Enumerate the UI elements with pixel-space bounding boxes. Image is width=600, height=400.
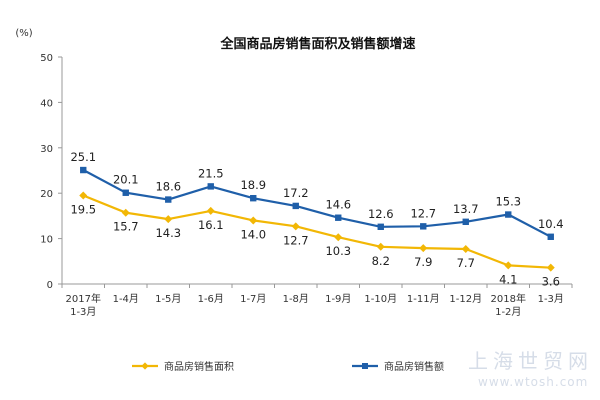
data-label: 10.3 [325,244,351,258]
x-tick-label: 1-8月 [283,293,309,305]
y-tick-label: 40 [40,98,53,109]
x-tick-label: 1-9月 [325,293,351,305]
data-point [461,245,470,254]
x-tick-label: 1-10月 [364,293,397,305]
data-label: 14.6 [325,198,351,212]
data-point [291,222,300,231]
data-label: 20.1 [113,173,139,187]
data-label: 12.7 [283,233,309,247]
data-label: 25.1 [70,150,96,164]
data-point [79,191,88,200]
data-point [462,218,469,226]
data-label: 18.6 [155,180,181,194]
data-label: 15.3 [495,195,521,209]
chart-title: 全国商品房销售面积及销售额增速 [219,36,415,52]
legend: 商品房销售面积 商品房销售额 [132,360,444,373]
data-point [121,208,130,217]
x-tick-label: 2017年 1-3月 [66,292,101,318]
data-label: 16.1 [198,218,224,232]
x-tick-label: 1-12月 [449,293,482,305]
x-tick-label: 1-5月 [155,293,181,305]
data-point [335,214,342,221]
x-ticks: 2017年 1-3月 1-4月 1-5月 1-6月 1-7月 1-8月 1-9月 1-10月 1-… [61,284,573,318]
data-label: 3.6 [542,275,560,289]
data-label: 18.9 [240,178,266,192]
data-point [250,194,257,202]
x-tick-label: 2018年 1-2月 [491,292,526,318]
y-tick-label: 50 [40,53,53,64]
data-point [505,211,512,218]
data-label: 8.2 [372,254,390,268]
series-layer [79,166,555,272]
data-label: 4.1 [499,272,517,286]
watermark-url: www.wtosh.com [478,375,588,389]
x-tick-label: 1-6月 [198,293,224,305]
x-tick-label: 1-3月 [538,293,564,305]
data-point [164,215,173,224]
y-tick-label: 20 [40,189,53,200]
y-tick-label: 0 [47,280,53,291]
data-label: 17.2 [283,186,309,200]
legend-marker [141,362,149,370]
data-label: 7.7 [457,256,475,270]
x-tick-label: 1-7月 [240,293,266,305]
data-label: 14.0 [240,227,266,241]
data-point [122,189,129,196]
data-point [80,166,87,174]
data-label: 13.7 [453,202,479,216]
legend-marker [362,363,368,369]
data-point [546,263,555,272]
data-point [504,261,513,270]
data-label: 14.3 [155,226,181,240]
y-ticks: 0 10 20 30 40 50 [40,53,62,291]
data-point [420,223,427,230]
data-point [165,196,172,203]
data-label: 12.7 [410,206,436,220]
data-label: 7.9 [414,255,432,269]
x-tick-label: 1-11月 [407,293,440,305]
data-label: 12.6 [368,207,394,221]
watermark-text: 上海世贸网 [468,349,593,373]
data-point [419,244,428,253]
data-point [292,202,299,210]
y-tick-label: 10 [40,235,53,246]
data-label: 15.7 [113,220,139,234]
y-tick-label: 30 [40,144,53,155]
x-tick-label: 1-4月 [113,293,139,305]
series-line [82,194,551,269]
data-label: 21.5 [198,166,224,180]
legend-label: 商品房销售面积 [164,360,234,373]
series-line [82,169,552,238]
data-point [207,183,214,190]
data-point [547,233,554,240]
data-label: 10.4 [538,217,564,231]
data-label-layer: 25.1 20.1 18.6 21.5 18.9 17.2 14.6 12.6 12.7 13.7… [70,150,563,289]
y-axis-unit: (%) [15,28,32,39]
data-label: 19.5 [70,202,96,216]
data-point [206,206,215,215]
data-point [249,216,258,225]
data-point [334,233,343,242]
data-point [377,223,384,230]
legend-label: 商品房销售额 [384,360,444,373]
data-point [376,242,385,251]
